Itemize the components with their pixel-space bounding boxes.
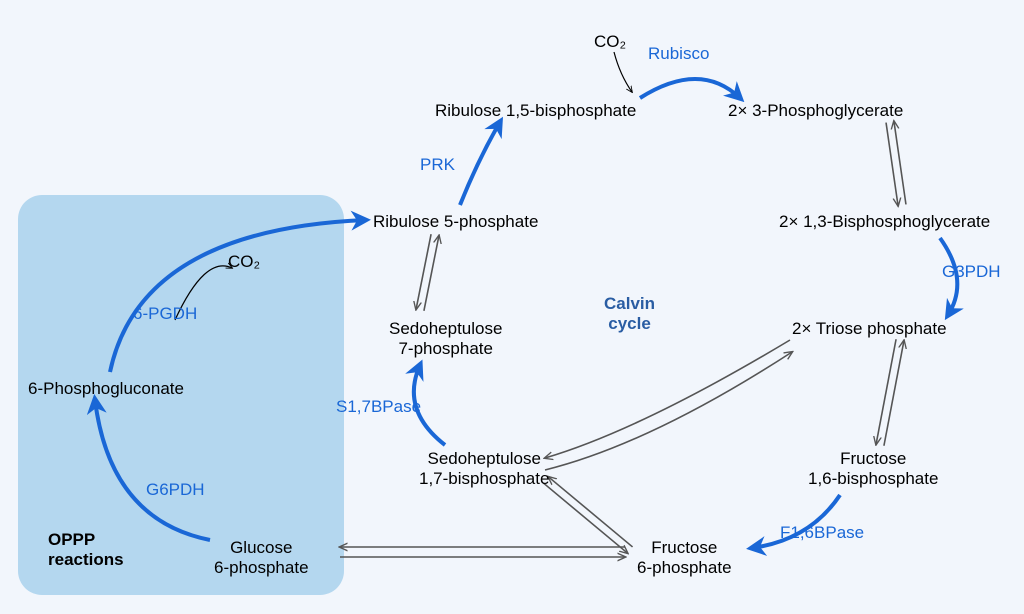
rubisco-label: Rubisco	[648, 44, 709, 64]
f16bp-line2: 1,6-bisphosphate	[808, 469, 938, 488]
oppp-line2: reactions	[48, 550, 124, 569]
pgdh6-label: 6-PGDH	[133, 304, 197, 324]
calvin-line1: Calvin	[604, 294, 655, 313]
ru5p-label: Ribulose 5-phosphate	[373, 212, 538, 232]
s17bp-label: Sedoheptulose 1,7-bisphosphate	[419, 449, 549, 488]
s7p-label: Sedoheptulose 7-phosphate	[389, 319, 502, 358]
triose-label: 2× Triose phosphate	[792, 319, 947, 339]
g6pdh-label: G6PDH	[146, 480, 205, 500]
s7p-line2: 7-phosphate	[398, 339, 493, 358]
pg6-label: 6-Phosphogluconate	[28, 379, 184, 399]
s17bp-line1: Sedoheptulose	[428, 449, 541, 468]
oppp-label: OPPP reactions	[48, 530, 124, 569]
s7p-line1: Sedoheptulose	[389, 319, 502, 338]
f16bp-label: Fructose 1,6-bisphosphate	[808, 449, 938, 488]
co2-oppp-label: CO₂	[228, 252, 260, 272]
calvin-cycle-label: Calvin cycle	[604, 294, 655, 333]
rubp-label: Ribulose 1,5-bisphosphate	[435, 101, 636, 121]
f16bpase-label: F1,6BPase	[780, 523, 864, 543]
oppp-line1: OPPP	[48, 530, 95, 549]
f6p-label: Fructose 6-phosphate	[637, 538, 732, 577]
f6p-line2: 6-phosphate	[637, 558, 732, 577]
f16bp-line1: Fructose	[840, 449, 906, 468]
s17bpase-label: S1,7BPase	[336, 397, 421, 417]
co2-top-label: CO₂	[594, 32, 626, 52]
s17bp-line2: 1,7-bisphosphate	[419, 469, 549, 488]
g6p-line1: Glucose	[230, 538, 292, 557]
g3pdh-label: G3PDH	[942, 262, 1001, 282]
prk-label: PRK	[420, 155, 455, 175]
f6p-line1: Fructose	[651, 538, 717, 557]
pga-label: 2× 3-Phosphoglycerate	[728, 101, 903, 121]
bpg-label: 2× 1,3-Bisphosphoglycerate	[779, 212, 990, 232]
g6p-line2: 6-phosphate	[214, 558, 309, 577]
calvin-line2: cycle	[608, 314, 651, 333]
g6p-label: Glucose 6-phosphate	[214, 538, 309, 577]
